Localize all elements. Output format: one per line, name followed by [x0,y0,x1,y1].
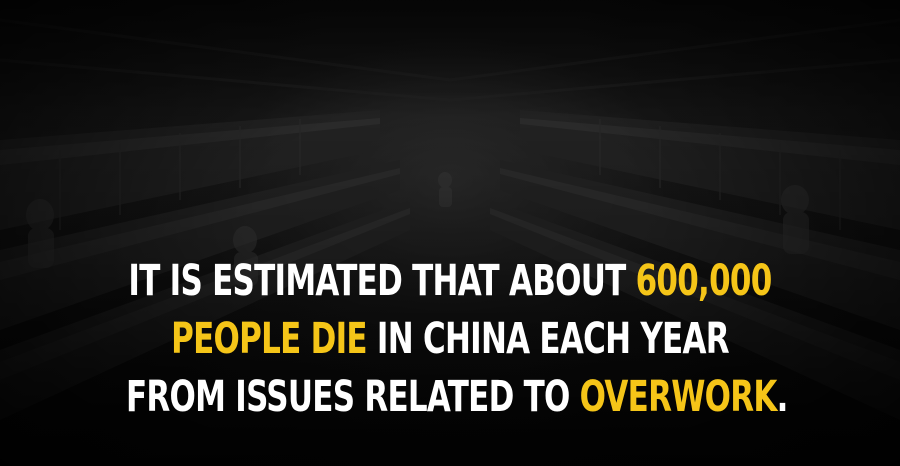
headline-line-2: PEOPLE DIE IN CHINA EACH YEAR [126,310,774,368]
headline-line-1-text: IT IS ESTIMATED THAT ABOUT [128,256,636,306]
highlight-overwork: OVERWORK [579,372,778,422]
highlight-number: 600,000 [635,256,773,306]
headline-line-3: FROM ISSUES RELATED TO OVERWORK. [126,368,788,426]
headline-line-3-text: FROM ISSUES RELATED TO [126,372,580,422]
highlight-people-die: PEOPLE DIE [171,314,367,364]
headline-line-3-end: . [776,372,789,422]
headline-text: IT IS ESTIMATED THAT ABOUT 600,000 PEOPL… [126,252,788,426]
headline-line-2-text: IN CHINA EACH YEAR [366,314,730,364]
headline-line-1: IT IS ESTIMATED THAT ABOUT 600,000 [126,252,774,310]
